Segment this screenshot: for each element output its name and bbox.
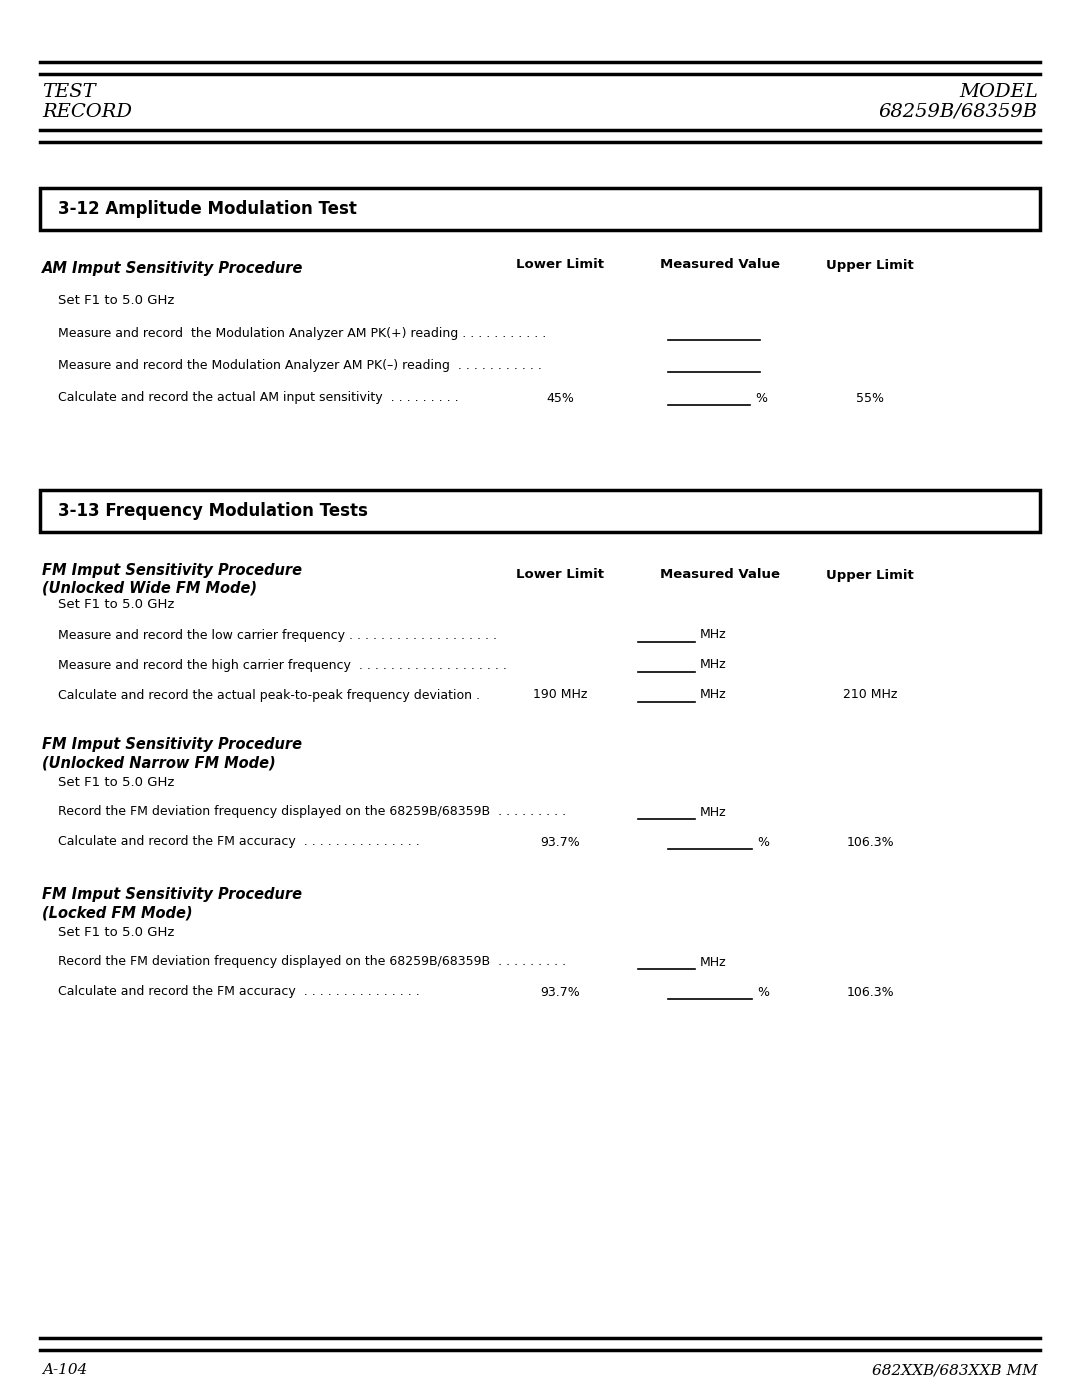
Text: Set F1 to 5.0 GHz: Set F1 to 5.0 GHz bbox=[58, 775, 174, 788]
Text: 106.3%: 106.3% bbox=[847, 835, 894, 848]
Text: AM Imput Sensitivity Procedure: AM Imput Sensitivity Procedure bbox=[42, 260, 303, 275]
Text: Record the FM deviation frequency displayed on the 68259B/68359B  . . . . . . . : Record the FM deviation frequency displa… bbox=[58, 806, 566, 819]
Text: Set F1 to 5.0 GHz: Set F1 to 5.0 GHz bbox=[58, 293, 174, 306]
Text: MHz: MHz bbox=[700, 629, 727, 641]
Text: Measure and record the high carrier frequency  . . . . . . . . . . . . . . . . .: Measure and record the high carrier freq… bbox=[58, 658, 507, 672]
Text: Calculate and record the actual AM input sensitivity  . . . . . . . . .: Calculate and record the actual AM input… bbox=[58, 391, 459, 405]
Text: A-104: A-104 bbox=[42, 1363, 87, 1377]
Text: FM Imput Sensitivity Procedure: FM Imput Sensitivity Procedure bbox=[42, 887, 302, 902]
Text: MHz: MHz bbox=[700, 689, 727, 701]
Text: Measure and record the Modulation Analyzer AM PK(–) reading  . . . . . . . . . .: Measure and record the Modulation Analyz… bbox=[58, 359, 542, 372]
Text: Upper Limit: Upper Limit bbox=[826, 258, 914, 271]
FancyBboxPatch shape bbox=[40, 490, 1040, 532]
Text: Record the FM deviation frequency displayed on the 68259B/68359B  . . . . . . . : Record the FM deviation frequency displa… bbox=[58, 956, 566, 968]
Text: %: % bbox=[757, 985, 769, 999]
Text: %: % bbox=[755, 391, 767, 405]
Text: Calculate and record the FM accuracy  . . . . . . . . . . . . . . .: Calculate and record the FM accuracy . .… bbox=[58, 835, 420, 848]
Text: 55%: 55% bbox=[856, 391, 885, 405]
Text: Calculate and record the actual peak-to-peak frequency deviation .: Calculate and record the actual peak-to-… bbox=[58, 689, 480, 701]
Text: Lower Limit: Lower Limit bbox=[516, 258, 604, 271]
Text: Lower Limit: Lower Limit bbox=[516, 569, 604, 581]
Text: 190 MHz: 190 MHz bbox=[532, 689, 588, 701]
Text: 3-12 Amplitude Modulation Test: 3-12 Amplitude Modulation Test bbox=[58, 200, 356, 218]
Text: 682XXB/683XXB MM: 682XXB/683XXB MM bbox=[873, 1363, 1038, 1377]
Text: RECORD: RECORD bbox=[42, 103, 132, 122]
Text: MODEL: MODEL bbox=[959, 82, 1038, 101]
FancyBboxPatch shape bbox=[40, 189, 1040, 231]
Text: (Locked FM Mode): (Locked FM Mode) bbox=[42, 905, 192, 921]
Text: (Unlocked Wide FM Mode): (Unlocked Wide FM Mode) bbox=[42, 581, 257, 595]
Text: MHz: MHz bbox=[700, 806, 727, 819]
Text: Measure and record  the Modulation Analyzer AM PK(+) reading . . . . . . . . . .: Measure and record the Modulation Analyz… bbox=[58, 327, 546, 339]
Text: Set F1 to 5.0 GHz: Set F1 to 5.0 GHz bbox=[58, 598, 174, 610]
Text: 68259B/68359B: 68259B/68359B bbox=[879, 103, 1038, 122]
Text: %: % bbox=[757, 835, 769, 848]
Text: MHz: MHz bbox=[700, 658, 727, 672]
Text: Measured Value: Measured Value bbox=[660, 258, 780, 271]
Text: 45%: 45% bbox=[546, 391, 573, 405]
Text: MHz: MHz bbox=[700, 956, 727, 968]
Text: 3-13 Frequency Modulation Tests: 3-13 Frequency Modulation Tests bbox=[58, 502, 368, 520]
Text: (Unlocked Narrow FM Mode): (Unlocked Narrow FM Mode) bbox=[42, 756, 275, 771]
Text: 93.7%: 93.7% bbox=[540, 985, 580, 999]
Text: Set F1 to 5.0 GHz: Set F1 to 5.0 GHz bbox=[58, 925, 174, 939]
Text: Upper Limit: Upper Limit bbox=[826, 569, 914, 581]
Text: FM Imput Sensitivity Procedure: FM Imput Sensitivity Procedure bbox=[42, 738, 302, 753]
Text: 210 MHz: 210 MHz bbox=[842, 689, 897, 701]
Text: TEST: TEST bbox=[42, 82, 96, 101]
Text: 106.3%: 106.3% bbox=[847, 985, 894, 999]
Text: 93.7%: 93.7% bbox=[540, 835, 580, 848]
Text: Measured Value: Measured Value bbox=[660, 569, 780, 581]
Text: FM Imput Sensitivity Procedure: FM Imput Sensitivity Procedure bbox=[42, 563, 302, 577]
Text: Measure and record the low carrier frequency . . . . . . . . . . . . . . . . . .: Measure and record the low carrier frequ… bbox=[58, 629, 497, 641]
Text: Calculate and record the FM accuracy  . . . . . . . . . . . . . . .: Calculate and record the FM accuracy . .… bbox=[58, 985, 420, 999]
